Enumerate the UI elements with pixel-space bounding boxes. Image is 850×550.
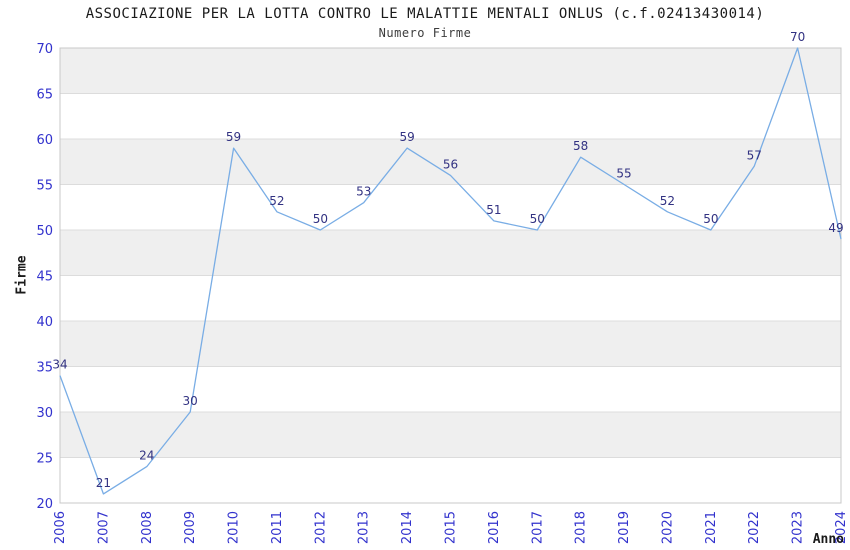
x-tick-label: 2016 bbox=[487, 511, 502, 544]
plot-border bbox=[59, 47, 842, 504]
x-tick-label: 2010 bbox=[227, 511, 242, 544]
y-tick-label: 20 bbox=[36, 497, 53, 512]
data-label: 30 bbox=[183, 394, 198, 408]
x-tick-label: 2020 bbox=[660, 511, 675, 544]
data-label: 52 bbox=[660, 194, 675, 208]
x-tick-label: 2019 bbox=[617, 511, 632, 544]
data-label: 52 bbox=[269, 194, 284, 208]
x-axis-title: Anno bbox=[812, 532, 844, 547]
x-tick-label: 2012 bbox=[313, 511, 328, 544]
data-label: 70 bbox=[790, 30, 805, 44]
x-tick-label: 2017 bbox=[530, 511, 545, 544]
data-label: 49 bbox=[828, 221, 843, 235]
data-label: 53 bbox=[356, 185, 371, 199]
data-label: 34 bbox=[52, 358, 67, 372]
y-tick-label: 65 bbox=[36, 88, 53, 103]
x-tick-label: 2024 bbox=[834, 511, 849, 544]
data-label: 55 bbox=[616, 167, 631, 181]
y-tick-label: 25 bbox=[36, 452, 53, 467]
x-tick-label: 2023 bbox=[791, 511, 806, 544]
data-label: 51 bbox=[486, 203, 501, 217]
x-tick-label: 2011 bbox=[270, 511, 285, 544]
y-tick-label: 55 bbox=[36, 179, 53, 194]
plot-band bbox=[60, 321, 841, 367]
y-tick-label: 30 bbox=[36, 406, 53, 421]
data-label: 50 bbox=[313, 212, 328, 226]
data-label: 50 bbox=[703, 212, 718, 226]
y-tick-label: 35 bbox=[36, 361, 53, 376]
x-tick-label: 2021 bbox=[704, 511, 719, 544]
data-label: 50 bbox=[530, 212, 545, 226]
x-tick-label: 2015 bbox=[444, 511, 459, 544]
x-tick-label: 2013 bbox=[357, 511, 372, 544]
x-tick-label: 2014 bbox=[400, 511, 415, 544]
x-tick-label: 2007 bbox=[96, 511, 111, 544]
chart-subtitle: Numero Firme bbox=[378, 26, 472, 40]
plot-band bbox=[60, 139, 841, 185]
x-tick-label: 2018 bbox=[574, 511, 589, 544]
plot-band bbox=[60, 230, 841, 276]
y-tick-label: 70 bbox=[36, 42, 53, 57]
data-label: 59 bbox=[226, 130, 241, 144]
chart-title: ASSOCIAZIONE PER LA LOTTA CONTRO LE MALA… bbox=[85, 6, 765, 22]
data-label: 58 bbox=[573, 139, 588, 153]
data-label: 59 bbox=[399, 130, 414, 144]
series-line bbox=[59, 47, 842, 495]
data-label: 56 bbox=[443, 157, 458, 171]
y-tick-label: 40 bbox=[36, 315, 53, 330]
plot-band bbox=[60, 48, 841, 94]
y-tick-label: 45 bbox=[36, 270, 53, 285]
x-tick-label: 2022 bbox=[747, 511, 762, 544]
x-tick-label: 2009 bbox=[183, 511, 198, 544]
y-tick-label: 60 bbox=[36, 133, 53, 148]
x-tick-label: 2006 bbox=[53, 511, 68, 544]
data-label: 21 bbox=[96, 476, 111, 490]
plot-band bbox=[60, 412, 841, 458]
data-label: 24 bbox=[139, 449, 154, 463]
data-label: 57 bbox=[747, 148, 762, 162]
x-tick-label: 2008 bbox=[140, 511, 155, 544]
y-tick-label: 50 bbox=[36, 224, 53, 239]
